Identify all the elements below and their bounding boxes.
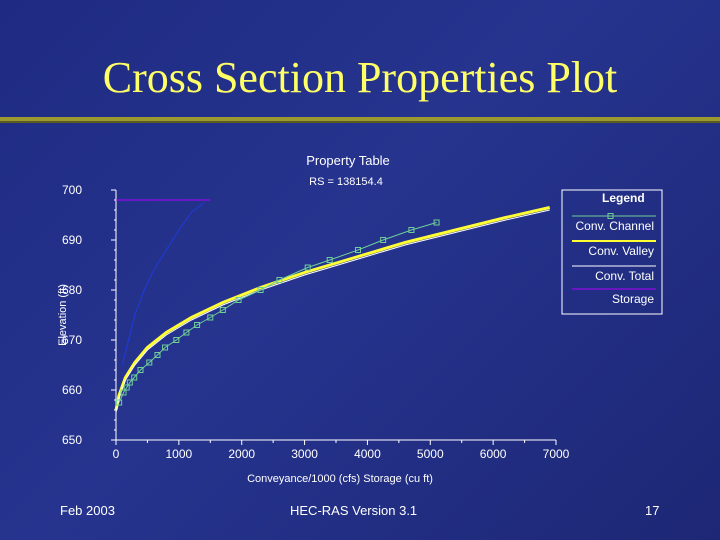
cross-section-chart: Property Table RS = 138154.4 Elevation (… [57, 153, 663, 485]
chart-subtitle: RS = 138154.4 [309, 176, 383, 188]
legend-label: Storage [612, 292, 654, 306]
x-axis-label: Conveyance/1000 (cfs) Storage (cu ft) [247, 473, 433, 485]
footer-version: HEC-RAS Version 3.1 [290, 503, 418, 518]
x-tick-label: 3000 [291, 447, 318, 461]
y-axis-label: Elevation (ft) [57, 284, 69, 346]
conv-channel-point [257, 287, 264, 293]
legend-box [561, 189, 663, 315]
conv-channel-point [123, 384, 130, 391]
plot-series [114, 199, 551, 413]
blue-curve-line [121, 202, 205, 366]
conv-channel-line [118, 222, 437, 403]
conv-channel-point [131, 374, 138, 381]
legend-label: Conv. Total [595, 269, 654, 283]
slide-title: Cross Section Properties Plot [102, 53, 618, 102]
title-underline [0, 117, 720, 123]
x-tick-label: 4000 [354, 447, 381, 461]
conv-channel-point [120, 389, 127, 396]
legend-title: Legend [602, 191, 645, 205]
y-tick-label: 680 [62, 283, 82, 297]
conv-channel-point [433, 219, 440, 226]
legend-label: Conv. Channel [576, 219, 655, 233]
conv-channel-point [326, 257, 333, 263]
legend-marker [607, 213, 614, 219]
conv-channel-point [276, 277, 283, 283]
y-tick-label: 700 [62, 183, 82, 197]
conv-channel-point [380, 237, 387, 243]
legend-label: Conv. Valley [588, 244, 654, 258]
x-tick-label: 0 [113, 447, 120, 461]
y-tick-label: 690 [62, 233, 82, 247]
conv-valley-line [114, 206, 551, 411]
x-tick-label: 5000 [417, 447, 444, 461]
y-tick-label: 660 [62, 383, 82, 397]
chart-title: Property Table [306, 153, 390, 168]
conv-channel-point [408, 227, 415, 233]
conv-channel-point [207, 314, 214, 321]
conv-channel-point [355, 247, 361, 253]
x-tick-label: 1000 [166, 447, 193, 461]
conv-channel-point [173, 337, 180, 343]
footer-page-number: 17 [645, 503, 660, 518]
x-tick-label: 2000 [228, 447, 255, 461]
conv-channel-point [126, 379, 133, 386]
x-tick-label: 7000 [543, 447, 570, 461]
conv-total-line [115, 209, 550, 413]
conv-channel-point [235, 297, 242, 303]
y-tick-label: 670 [62, 333, 82, 347]
conv-channel-point [116, 399, 123, 406]
conv-channel-point [162, 344, 169, 351]
conv-channel-point [304, 264, 311, 271]
conv-channel-point [154, 352, 161, 358]
conv-channel-point [194, 322, 201, 328]
legend: Legend Conv. Channel Conv. Valley Conv. Tot… [561, 189, 663, 315]
conv-channel-point [219, 307, 226, 313]
y-tick-label: 650 [62, 433, 82, 447]
conv-channel-point [146, 359, 153, 366]
footer-date: Feb 2003 [60, 503, 115, 518]
x-tick-label: 6000 [480, 447, 507, 461]
conv-channel-point [183, 329, 190, 336]
conv-channel-point [137, 367, 144, 373]
